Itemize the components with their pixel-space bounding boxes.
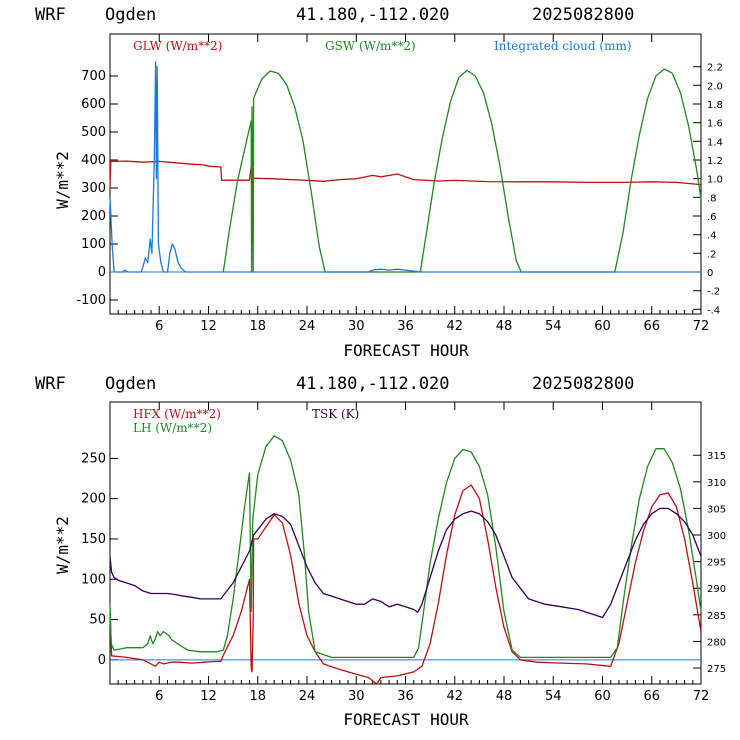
- top-y2-tick-label: -.4: [707, 305, 720, 316]
- top-y-tick-label: 0: [98, 265, 106, 280]
- bottom-model-label: WRF: [35, 374, 66, 394]
- bottom-x-tick-label: 18: [249, 689, 266, 704]
- bottom-coords-label: 41.180,-112.020: [296, 374, 450, 394]
- top-y2-tick-label: 2.2: [707, 63, 723, 74]
- top-x-tick-label: 66: [643, 319, 660, 334]
- top-x-tick-label: 30: [348, 319, 365, 334]
- bottom-series-tsk: [109, 507, 702, 619]
- bottom-x-tick-label: 60: [594, 689, 611, 704]
- bottom-x-tick-label: 42: [446, 689, 463, 704]
- top-y2-tick-label: 1.2: [707, 156, 723, 167]
- bottom-init-time-label: 2025082800: [532, 374, 634, 394]
- bottom-x-tick-label: 48: [496, 689, 513, 704]
- top-y2-tick-label: 1.6: [707, 119, 723, 130]
- top-y2-tick-label: 0: [707, 268, 713, 279]
- bottom-y2-tick-label: 310: [707, 478, 726, 489]
- top-y-tick-label: -100: [76, 293, 106, 308]
- bottom-x-axis-label: FORECAST HOUR: [343, 710, 469, 729]
- bottom-plot-frame: [109, 401, 702, 685]
- bottom-plot-area: 6 12 18 24 30 36 42 48 54 60 66 72 0 50 100 150 200 250 27…: [81, 401, 726, 704]
- bottom-x-tick-label: 36: [397, 689, 414, 704]
- legend-integrated-cloud: Integrated cloud (mm): [494, 39, 632, 53]
- top-y-tick-label: 700: [81, 69, 106, 84]
- bottom-y2-tick-label: 280: [707, 637, 726, 648]
- bottom-x-tick-label: 24: [299, 689, 316, 704]
- top-y2-tick-label: 1.0: [707, 175, 723, 186]
- bottom-y-tick-label: 0: [98, 653, 106, 668]
- top-x-tick-label: 42: [446, 319, 463, 334]
- top-y2-tick-label: .2: [707, 249, 717, 260]
- top-model-label: WRF: [35, 5, 66, 25]
- bottom-x-tick-label: 30: [348, 689, 365, 704]
- top-plot-area: 6 12 18 24 30 36 42 48 54 60 66 72 -100 0 100 200 300 400…: [76, 33, 723, 334]
- legend-gsw: GSW (W/m**2): [325, 39, 416, 53]
- top-series-glw: [109, 160, 702, 189]
- bottom-y2-tick-label: 295: [707, 558, 726, 569]
- legend-hfx: HFX (W/m**2): [133, 407, 221, 421]
- top-x-tick-label: 18: [249, 319, 266, 334]
- bottom-y2-tick-label: 275: [707, 664, 726, 675]
- bottom-series-hfx: [109, 484, 702, 685]
- top-y2-tick-label: 1.8: [707, 100, 723, 111]
- top-y2-tick-label: .6: [707, 212, 717, 223]
- legend-tsk: TSK (K): [312, 407, 359, 421]
- top-x-tick-label: 36: [397, 319, 414, 334]
- top-x-axis-label: FORECAST HOUR: [343, 341, 469, 360]
- legend-glw: GLW (W/m**2): [133, 39, 222, 53]
- top-y-tick-label: 300: [81, 181, 106, 196]
- top-x-tick-label: 48: [496, 319, 513, 334]
- bottom-y2-tick-label: 305: [707, 504, 726, 515]
- top-y2-tick-label: -.2: [707, 287, 720, 298]
- top-location-label: Ogden: [105, 5, 156, 25]
- bottom-y2-tick-label: 290: [707, 584, 726, 595]
- bottom-y-tick-label: 250: [81, 451, 106, 466]
- top-x-tick-label: 6: [155, 319, 163, 334]
- top-panel: WRF Ogden 41.180,-112.020 2025082800 6 12…: [35, 5, 723, 360]
- legend-lh: LH (W/m**2): [133, 421, 212, 435]
- top-init-time-label: 2025082800: [532, 5, 634, 25]
- bottom-y-axis-label: W/m**2: [53, 516, 72, 574]
- bottom-y-tick-label: 150: [81, 532, 106, 547]
- bottom-y-tick-label: 200: [81, 492, 106, 507]
- bottom-x-tick-label: 72: [693, 689, 710, 704]
- top-y-axis-label: W/m**2: [53, 151, 72, 209]
- bottom-y2-tick-label: 285: [707, 611, 726, 622]
- bottom-x-tick-label: 66: [643, 689, 660, 704]
- top-x-tick-label: 72: [693, 319, 710, 334]
- top-x-tick-label: 60: [594, 319, 611, 334]
- top-x-tick-label: 54: [545, 319, 562, 334]
- top-y-tick-label: 400: [81, 153, 106, 168]
- top-y-tick-label: 100: [81, 237, 106, 252]
- top-y2-tick-label: .8: [707, 193, 717, 204]
- top-y2-tick-label: .4: [707, 231, 717, 242]
- top-y-tick-label: 200: [81, 209, 106, 224]
- top-y2-tick-label: 2.0: [707, 81, 723, 92]
- top-x-tick-label: 24: [299, 319, 316, 334]
- bottom-y-tick-label: 50: [89, 613, 106, 628]
- bottom-y2-tick-label: 300: [707, 531, 726, 542]
- top-y-tick-label: 500: [81, 125, 106, 140]
- top-series-integrated-cloud: [109, 61, 701, 273]
- bottom-series-lh: [109, 435, 702, 659]
- bottom-y2-tick-label: 315: [707, 451, 726, 462]
- top-series-gsw: [222, 68, 702, 273]
- top-y2-tick-label: 1.4: [707, 137, 723, 148]
- bottom-y-tick-label: 100: [81, 572, 106, 587]
- top-y-tick-label: 600: [81, 97, 106, 112]
- bottom-x-tick-label: 6: [155, 689, 163, 704]
- top-x-tick-label: 12: [200, 319, 217, 334]
- top-coords-label: 41.180,-112.020: [296, 5, 450, 25]
- bottom-x-tick-label: 12: [200, 689, 217, 704]
- bottom-panel: WRF Ogden 41.180,-112.020 2025082800 6 12…: [35, 374, 726, 729]
- bottom-x-tick-label: 54: [545, 689, 562, 704]
- bottom-location-label: Ogden: [105, 374, 156, 394]
